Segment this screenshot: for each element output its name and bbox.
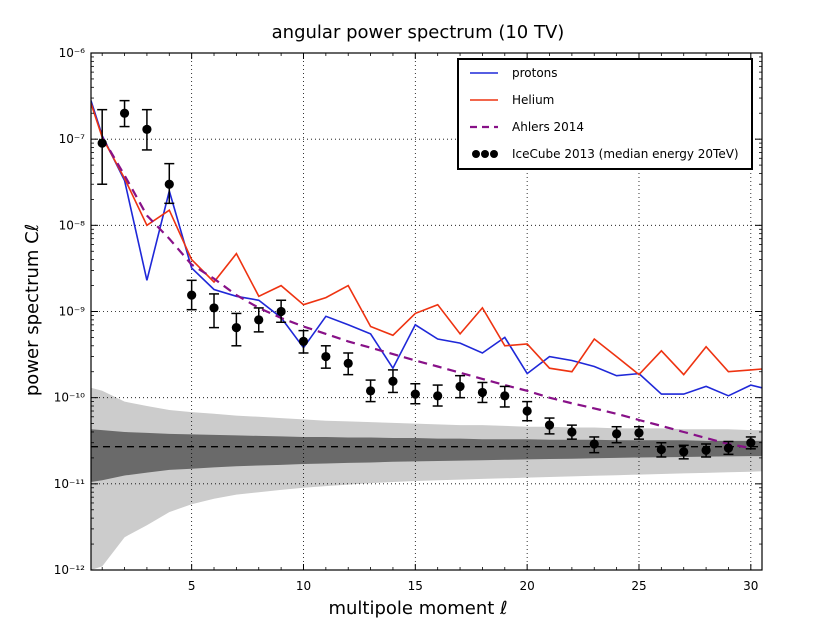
icecube-data-point bbox=[321, 351, 331, 362]
legend-label-helium: Helium bbox=[512, 93, 554, 107]
legend: protons Helium Ahlers 2014 IceCube 2013 (me… bbox=[457, 58, 753, 170]
y-tick-label: 10⁻¹⁰ bbox=[54, 391, 85, 405]
icecube-data-point bbox=[231, 323, 241, 333]
plot-area: 5 10 15 20 25 30 10⁻¹² 10⁻¹¹ 10⁻¹⁰ 10⁻⁹ 10⁻⁸ 10⁻⁷ 10… bbox=[54, 46, 763, 593]
plot-clipped-layer bbox=[91, 53, 762, 570]
legend-marker-icecube bbox=[490, 150, 498, 158]
icecube-data-point bbox=[656, 444, 666, 455]
icecube-data-point bbox=[500, 391, 510, 401]
icecube-data-point bbox=[612, 429, 622, 439]
icecube-data-point bbox=[701, 445, 711, 455]
icecube-data-point bbox=[455, 381, 465, 392]
series-line-helium bbox=[91, 103, 762, 376]
series-line-ahlers-2014 bbox=[101, 136, 751, 450]
legend-label-icecube-2013: IceCube 2013 (median energy 20TeV) bbox=[512, 147, 739, 161]
series-line-protons bbox=[91, 100, 762, 397]
legend-label-protons: protons bbox=[512, 66, 558, 80]
isotropic-band-outer bbox=[91, 387, 762, 570]
y-tick-label: 10⁻⁸ bbox=[59, 218, 86, 232]
icecube-data-point bbox=[142, 124, 152, 134]
icecube-data-point bbox=[522, 406, 532, 416]
icecube-data-point bbox=[254, 315, 264, 325]
x-tick-label: 20 bbox=[520, 579, 535, 593]
x-tick-label: 10 bbox=[296, 579, 311, 593]
icecube-data-point bbox=[634, 428, 644, 438]
icecube-data-point bbox=[119, 108, 130, 118]
y-tick-label: 10⁻⁶ bbox=[59, 46, 86, 60]
legend-marker-icecube bbox=[481, 150, 489, 158]
x-tick-label: 15 bbox=[408, 579, 423, 593]
chart-title: angular power spectrum (10 TV) bbox=[272, 22, 565, 43]
icecube-data-point bbox=[298, 336, 309, 346]
icecube-data-point bbox=[746, 438, 756, 448]
legend-label-ahlers-2014: Ahlers 2014 bbox=[512, 120, 584, 134]
x-tick-label: 25 bbox=[631, 579, 646, 593]
y-tick-label: 10⁻⁹ bbox=[59, 305, 86, 319]
legend-marker-icecube bbox=[472, 150, 480, 158]
y-tick-label: 10⁻¹² bbox=[54, 563, 85, 577]
legend-box bbox=[457, 58, 753, 170]
icecube-data-point bbox=[209, 303, 219, 313]
icecube-data-point bbox=[365, 386, 376, 396]
icecube-data-point bbox=[388, 376, 398, 386]
icecube-data-point bbox=[567, 427, 577, 437]
icecube-data-point bbox=[477, 387, 488, 398]
icecube-data-point bbox=[276, 306, 286, 317]
x-tick-label: 30 bbox=[743, 579, 758, 593]
icecube-data-point bbox=[343, 358, 353, 368]
y-tick-label: 10⁻¹¹ bbox=[54, 477, 85, 491]
icecube-data-point bbox=[97, 138, 107, 148]
y-tick-label: 10⁻⁷ bbox=[59, 132, 86, 146]
icecube-data-point bbox=[164, 179, 174, 189]
icecube-data-point bbox=[723, 443, 734, 453]
icecube-data-point bbox=[589, 439, 599, 449]
icecube-data-point bbox=[433, 391, 443, 401]
y-axis-label: power spectrum Cℓ bbox=[22, 224, 43, 396]
x-axis-label: multipole moment ℓ bbox=[328, 598, 507, 619]
icecube-data-point bbox=[187, 290, 197, 300]
x-tick-label: 5 bbox=[188, 579, 196, 593]
icecube-data-point bbox=[410, 389, 420, 399]
icecube-data-point bbox=[679, 447, 689, 457]
icecube-data-point bbox=[544, 420, 555, 430]
